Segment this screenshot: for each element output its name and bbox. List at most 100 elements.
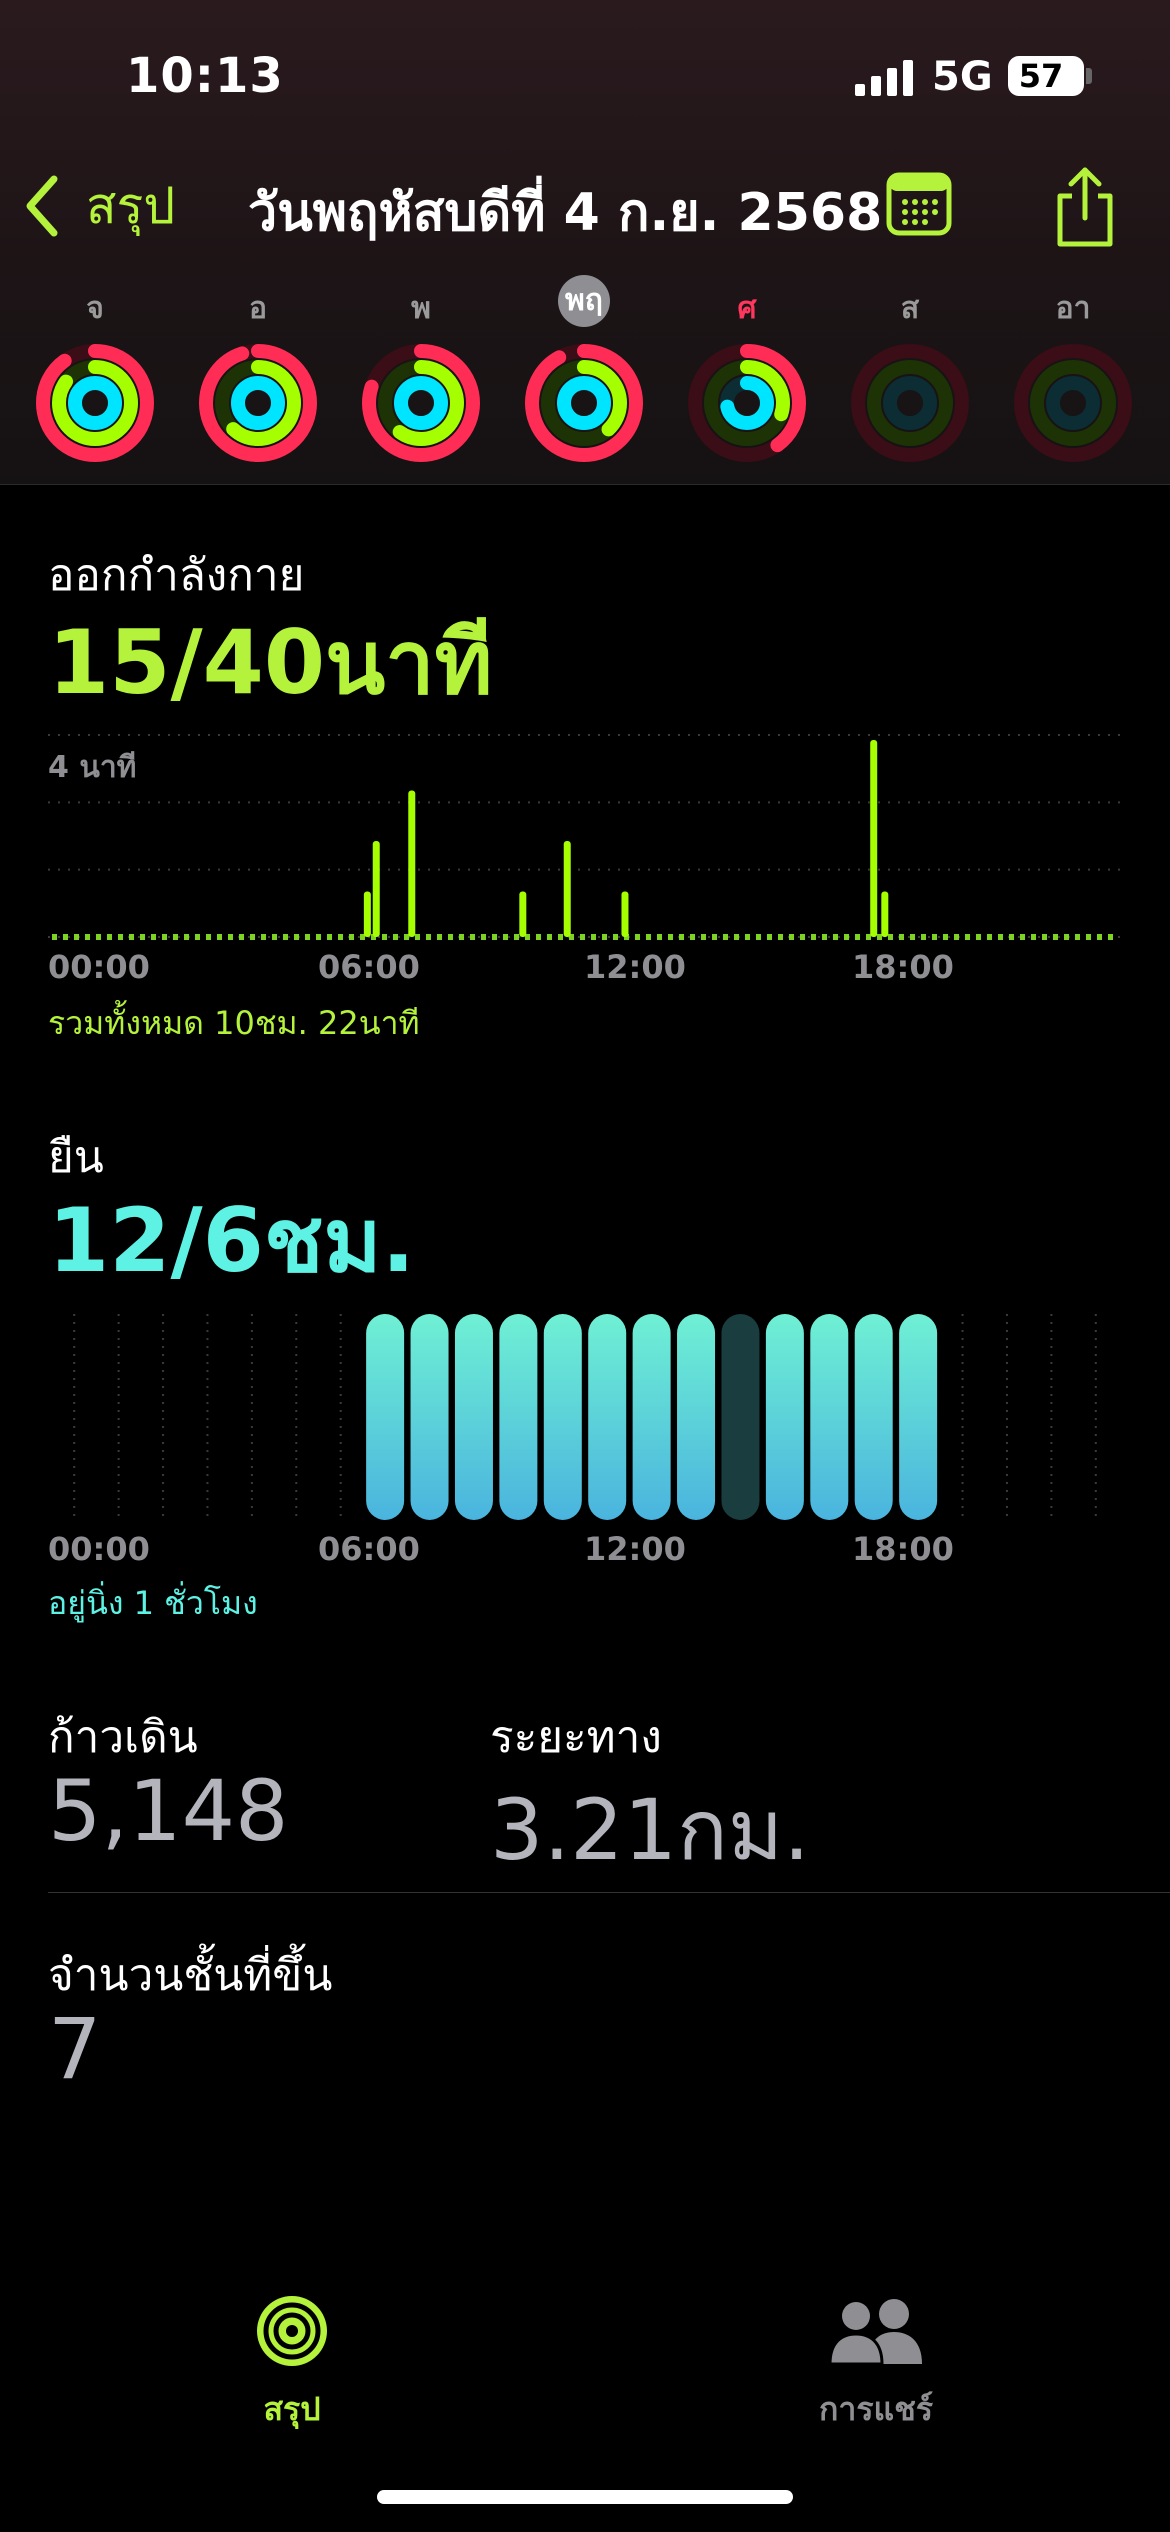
stand-x-tick: 18:00 [852, 1530, 954, 1568]
page-title: วันพฤหัสบดีที่ 4 ก.ย. 2568 [248, 183, 883, 243]
flights-label: จำนวนชั้นที่ขึ้น [48, 1950, 333, 2001]
stand-x-tick: 12:00 [584, 1530, 686, 1568]
distance-value: 3.21กม. [490, 1781, 810, 1879]
stand-bar [454, 1314, 493, 1520]
stand-bar [677, 1314, 716, 1520]
exercise-value: 15/40นาที [48, 611, 493, 714]
stand-bar [366, 1314, 405, 1520]
battery-icon: 57 [1008, 56, 1084, 96]
exercise-x-tick: 18:00 [852, 948, 954, 986]
back-label: สรุป [86, 176, 176, 235]
move-ring [362, 344, 480, 462]
day-label: ศ [737, 291, 757, 326]
exercise-x-tick: 00:00 [48, 948, 150, 986]
activity-rings-icon [36, 344, 154, 462]
move-ring [525, 344, 643, 462]
activity-rings-icon [257, 2296, 327, 2366]
stand-bar [588, 1314, 627, 1520]
stand-bar [499, 1314, 538, 1520]
activity-rings-icon [851, 344, 969, 462]
day-5[interactable]: ส [840, 275, 980, 475]
exercise-bar [563, 841, 571, 937]
stand-chart [73, 1314, 1097, 1520]
exercise-ring [52, 360, 138, 446]
stand-note: อยู่นิ่ง 1 ชั่วโมง [48, 1584, 258, 1622]
move-ring [36, 344, 154, 462]
exercise-ring [378, 360, 464, 446]
day-label: พ [411, 291, 431, 326]
stand-bar [810, 1314, 849, 1520]
day-2[interactable]: พ [351, 275, 491, 475]
home-indicator [377, 2490, 793, 2504]
stand-ring [68, 376, 122, 430]
header-background [0, 0, 1170, 485]
stand-bar [854, 1314, 893, 1520]
exercise-bar [519, 891, 527, 937]
day-6[interactable]: อา [1003, 275, 1143, 475]
battery-cap [1086, 68, 1092, 84]
move-ring [199, 344, 317, 462]
day-label: จ [86, 291, 104, 326]
exercise-bar [870, 740, 878, 937]
move-ring [688, 344, 806, 462]
stand-value: 12/6ชม. [48, 1189, 415, 1292]
exercise-chart [48, 734, 1120, 940]
exercise-bar [372, 841, 380, 937]
stand-bar [899, 1314, 938, 1520]
divider [48, 1892, 1170, 1893]
exercise-label: ออกกำลังกาย [48, 550, 305, 601]
distance-label: ระยะทาง [490, 1712, 662, 1763]
exercise-total: รวมทั้งหมด 10ชม. 22นาที [48, 1004, 420, 1042]
tab-summary-label: สรุป [263, 2390, 321, 2428]
signal-icon [855, 60, 915, 96]
activity-rings-icon [525, 344, 643, 462]
stand-bar [721, 1314, 760, 1520]
exercise-y-max-label: 4 นาที [48, 750, 137, 785]
stand-bar [632, 1314, 671, 1520]
people-icon [828, 2299, 922, 2366]
stand-ring [720, 376, 774, 430]
exercise-bar [621, 891, 629, 937]
exercise-ring [215, 360, 301, 446]
activity-rings-icon [1014, 344, 1132, 462]
steps-label: ก้าวเดิน [48, 1712, 198, 1763]
stand-x-tick: 00:00 [48, 1530, 150, 1568]
exercise-ring [704, 360, 790, 446]
network-type: 5G [932, 54, 993, 100]
day-3[interactable]: พฤ [514, 275, 654, 475]
day-4[interactable]: ศ [677, 275, 817, 475]
tab-sharing-label: การแชร์ [818, 2390, 934, 2428]
tab-summary[interactable]: สรุป [182, 2296, 402, 2436]
day-0[interactable]: จ [25, 275, 165, 475]
exercise-ring [541, 360, 627, 446]
day-label: อ [248, 291, 268, 326]
chevron-left-icon [26, 175, 58, 237]
share-icon[interactable] [1050, 164, 1120, 248]
activity-rings-icon [362, 344, 480, 462]
tab-sharing[interactable]: การแชร์ [766, 2296, 986, 2436]
day-label: ส [900, 291, 920, 326]
day-1[interactable]: อ [188, 275, 328, 475]
stand-label: ยืน [48, 1132, 104, 1183]
stand-bar [543, 1314, 582, 1520]
stand-ring [394, 376, 448, 430]
exercise-bar [363, 891, 371, 937]
flights-value: 7 [48, 2000, 102, 2098]
back-button[interactable]: สรุป [22, 164, 175, 248]
exercise-bar [881, 891, 889, 937]
stand-ring [231, 376, 285, 430]
week-selector: จ อ พ พฤ ศ ส อา [0, 275, 1170, 475]
steps-value: 5,148 [48, 1762, 289, 1860]
battery-level: 57 [1018, 57, 1064, 95]
activity-rings-icon [199, 344, 317, 462]
day-label: อา [1055, 291, 1091, 326]
exercise-x-tick: 06:00 [318, 948, 420, 986]
exercise-x-tick: 12:00 [584, 948, 686, 986]
stand-bar [765, 1314, 804, 1520]
stand-x-tick: 06:00 [318, 1530, 420, 1568]
exercise-bar [408, 790, 416, 937]
stand-ring [557, 376, 611, 430]
day-label: พฤ [558, 275, 610, 327]
calendar-icon[interactable] [886, 172, 952, 236]
stand-bar [410, 1314, 449, 1520]
